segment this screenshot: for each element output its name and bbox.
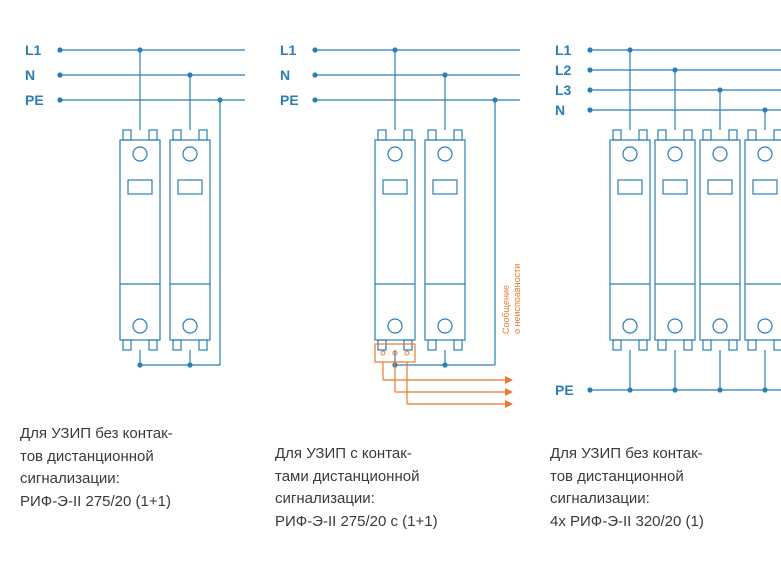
svg-text:L1: L1 (555, 42, 572, 58)
svg-text:L3: L3 (555, 82, 572, 98)
diagram-wrap-0: L1 N PE (20, 20, 245, 405)
svg-text:Сообщение: Сообщение (501, 285, 511, 334)
svg-text:PE: PE (555, 382, 574, 398)
caption-1: Для УЗИП с контак-тами дистанционнойсигн… (275, 443, 520, 533)
caption-0: Для УЗИП без контак-тов дистанционнойсиг… (20, 423, 245, 513)
panel-2: L1 L2 L3 N PE Для УЗИП без контак-тов дистанц… (550, 20, 781, 533)
diagram-2: L1 L2 L3 N PE (550, 20, 781, 420)
svg-text:L1: L1 (25, 42, 42, 58)
panel-0: L1 N PE Для УЗИП без контак-тов дистанционн… (20, 20, 245, 533)
diagram-wrap-2: L1 L2 L3 N PE (550, 20, 781, 425)
svg-text:о неисправности: о неисправности (512, 264, 520, 334)
svg-text:N: N (25, 67, 35, 83)
svg-text:PE: PE (280, 92, 299, 108)
svg-text:L1: L1 (280, 42, 297, 58)
svg-text:N: N (280, 67, 290, 83)
svg-text:L2: L2 (555, 62, 572, 78)
svg-text:PE: PE (25, 92, 44, 108)
diagram-wrap-1: L1 N PE Сообщениео неисправности (275, 20, 520, 425)
caption-2: Для УЗИП без контак-тов дистанционнойсиг… (550, 443, 781, 533)
diagram-1: L1 N PE Сообщениео неисправности (275, 20, 520, 420)
diagram-0: L1 N PE (20, 20, 245, 400)
svg-text:N: N (555, 102, 565, 118)
panel-1: L1 N PE Сообщениео неисправности Для УЗИП с … (275, 20, 520, 533)
